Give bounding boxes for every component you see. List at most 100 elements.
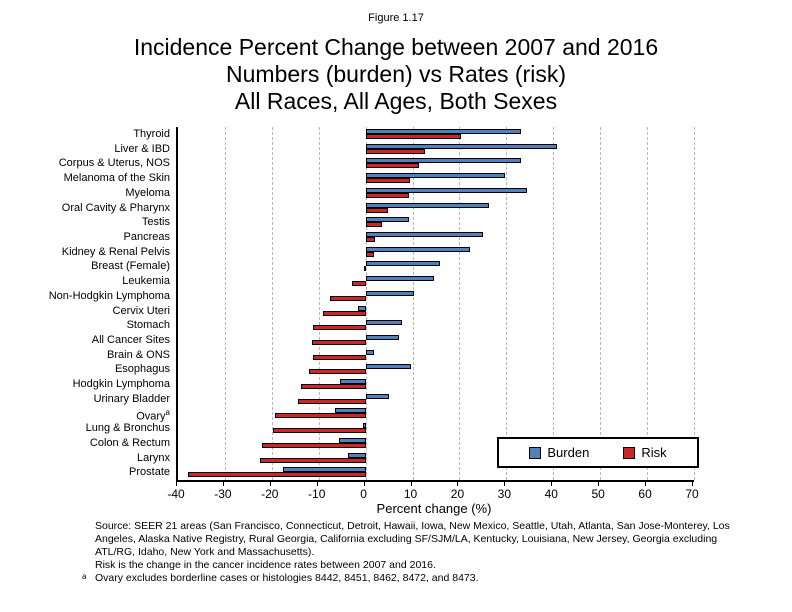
category-label: Lung & Bronchus bbox=[85, 422, 170, 435]
axis-tick bbox=[504, 482, 506, 486]
tick-label: -30 bbox=[214, 487, 232, 501]
category-label: Colon & Rectum bbox=[89, 436, 170, 449]
tick-label: 70 bbox=[685, 487, 699, 501]
burden-bar bbox=[358, 305, 366, 311]
risk-bar bbox=[275, 413, 366, 419]
risk-bar bbox=[365, 163, 420, 169]
axis-tick bbox=[645, 482, 647, 486]
tick-label: 60 bbox=[638, 487, 652, 501]
risk-bar bbox=[309, 369, 366, 375]
title-line-3: All Races, All Ages, Both Sexes bbox=[234, 88, 558, 114]
risk-note: Risk is the change in the cancer inciden… bbox=[95, 559, 436, 571]
category-label: Myeloma bbox=[125, 186, 170, 199]
burden-bar bbox=[365, 143, 557, 149]
gridline bbox=[647, 127, 649, 480]
axis-tick bbox=[363, 482, 365, 486]
risk-bar bbox=[365, 222, 383, 228]
risk-bar bbox=[260, 457, 366, 463]
tick-label: 20 bbox=[450, 487, 465, 501]
gridline bbox=[318, 127, 320, 480]
risk-bar bbox=[365, 192, 410, 198]
gridline bbox=[271, 127, 273, 480]
burden-swatch-icon bbox=[529, 446, 542, 459]
footnotes: Source: SEER 21 areas (San Francisco, Co… bbox=[82, 520, 758, 585]
source-note: Source: SEER 21 areas (San Francisco, Co… bbox=[95, 520, 730, 558]
tick-label: -10 bbox=[308, 487, 326, 501]
axis-tick bbox=[551, 482, 553, 486]
gridline bbox=[553, 127, 555, 480]
burden-bar bbox=[365, 129, 521, 134]
category-label: Hodgkin Lymphoma bbox=[72, 378, 170, 391]
risk-bar bbox=[352, 281, 366, 287]
risk-bar bbox=[329, 295, 366, 301]
risk-bar bbox=[365, 251, 374, 257]
burden-bar bbox=[365, 202, 489, 208]
category-label: All Cancer Sites bbox=[91, 333, 170, 346]
category-label: Pancreas bbox=[123, 230, 170, 243]
plot-area bbox=[176, 127, 695, 482]
figure-number: Figure 1.17 bbox=[368, 12, 424, 24]
category-label: Urinary Bladder bbox=[93, 392, 170, 405]
risk-bar bbox=[273, 428, 366, 434]
gridline bbox=[694, 127, 695, 480]
risk-bar bbox=[323, 310, 366, 316]
category-label: Testis bbox=[141, 216, 170, 229]
risk-bar bbox=[312, 354, 366, 360]
risk-bar bbox=[262, 442, 366, 448]
tick-label: 40 bbox=[544, 487, 558, 501]
burden-bar bbox=[365, 393, 389, 399]
legend-entry-burden: Burden bbox=[529, 445, 589, 460]
risk-bar bbox=[365, 207, 389, 213]
tick-label: 50 bbox=[591, 487, 605, 501]
burden-bar bbox=[347, 452, 366, 458]
legend-label-risk: Risk bbox=[641, 445, 667, 460]
category-label: Larynx bbox=[136, 451, 170, 464]
tick-label: 0 bbox=[360, 487, 367, 501]
title-line-1: Incidence Percent Change between 2007 an… bbox=[133, 34, 659, 60]
tick-label: -40 bbox=[167, 487, 185, 501]
category-label: Stomach bbox=[126, 319, 170, 332]
tick-label: 10 bbox=[403, 487, 418, 501]
axis-tick bbox=[222, 482, 224, 486]
axis-tick bbox=[176, 482, 177, 486]
gridline bbox=[365, 127, 367, 480]
burden-bar bbox=[365, 290, 414, 296]
gridline bbox=[506, 127, 508, 480]
gridline bbox=[459, 127, 461, 480]
risk-bar bbox=[187, 472, 366, 478]
category-label: Brain & ONS bbox=[107, 348, 170, 361]
burden-bar bbox=[365, 364, 411, 370]
risk-bar bbox=[365, 148, 425, 154]
legend-entry-risk: Risk bbox=[623, 445, 667, 460]
burden-bar bbox=[365, 334, 399, 340]
gridline bbox=[224, 127, 226, 480]
axis-tick bbox=[316, 482, 318, 486]
risk-bar bbox=[297, 398, 366, 404]
burden-bar bbox=[338, 437, 366, 443]
category-label: Liver & IBD bbox=[114, 142, 170, 155]
axis-tick bbox=[457, 482, 459, 486]
burden-bar bbox=[365, 349, 374, 355]
gridline bbox=[412, 127, 414, 480]
category-label: Corpus & Uterus, NOS bbox=[58, 157, 170, 170]
category-label: Prostate bbox=[129, 466, 170, 479]
risk-bar bbox=[364, 266, 367, 272]
burden-bar bbox=[365, 173, 505, 179]
tick-label: 30 bbox=[497, 487, 512, 501]
ovary-note: Ovary excludes borderline cases or histo… bbox=[95, 572, 479, 584]
legend: Burden Risk bbox=[497, 437, 699, 468]
title-line-2: Numbers (burden) vs Rates (risk) bbox=[226, 61, 566, 87]
category-superscript: a bbox=[165, 408, 170, 418]
category-label: Kidney & Renal Pelvis bbox=[61, 245, 170, 258]
ovary-note-marker: a bbox=[82, 572, 87, 581]
burden-bar bbox=[362, 423, 366, 429]
risk-bar bbox=[311, 339, 366, 345]
burden-bar bbox=[335, 408, 366, 414]
burden-bar bbox=[339, 379, 366, 385]
burden-bar bbox=[283, 467, 366, 473]
burden-bar bbox=[365, 217, 409, 223]
burden-bar bbox=[365, 246, 471, 252]
gridline bbox=[600, 127, 602, 480]
risk-bar bbox=[312, 325, 366, 331]
